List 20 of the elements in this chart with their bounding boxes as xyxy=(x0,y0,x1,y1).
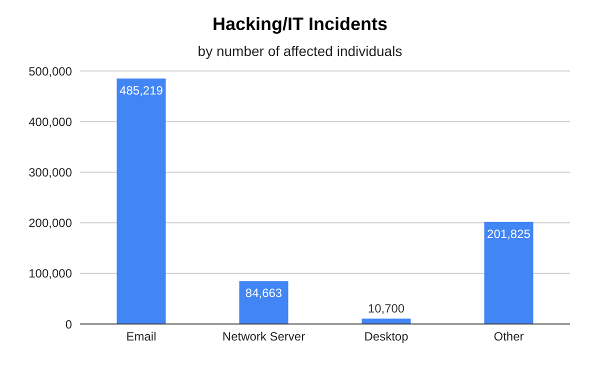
y-tick-label: 100,000 xyxy=(28,266,72,281)
bar xyxy=(484,222,534,324)
y-tick-label: 200,000 xyxy=(28,216,72,230)
y-tick-label: 400,000 xyxy=(28,114,72,129)
bar xyxy=(362,318,411,324)
x-tick-label: Network Server xyxy=(222,330,306,344)
y-tick-label: 300,000 xyxy=(28,165,72,180)
chart-subtitle: by number of affected individuals xyxy=(196,43,404,59)
data-label: 201,825 xyxy=(487,226,531,241)
bar xyxy=(116,78,166,324)
data-label: 485,219 xyxy=(120,83,164,98)
x-tick-label: Desktop xyxy=(364,330,409,344)
data-label: 84,663 xyxy=(245,286,282,300)
x-tick-label: Email xyxy=(126,330,156,344)
bar xyxy=(239,281,288,324)
chart-title: Hacking/IT Incidents xyxy=(211,13,389,35)
y-tick-label: 0 xyxy=(65,317,72,332)
data-label: 10,700 xyxy=(368,302,405,316)
y-tick-label: 500,000 xyxy=(28,64,72,78)
x-tick-label: Other xyxy=(494,330,524,344)
